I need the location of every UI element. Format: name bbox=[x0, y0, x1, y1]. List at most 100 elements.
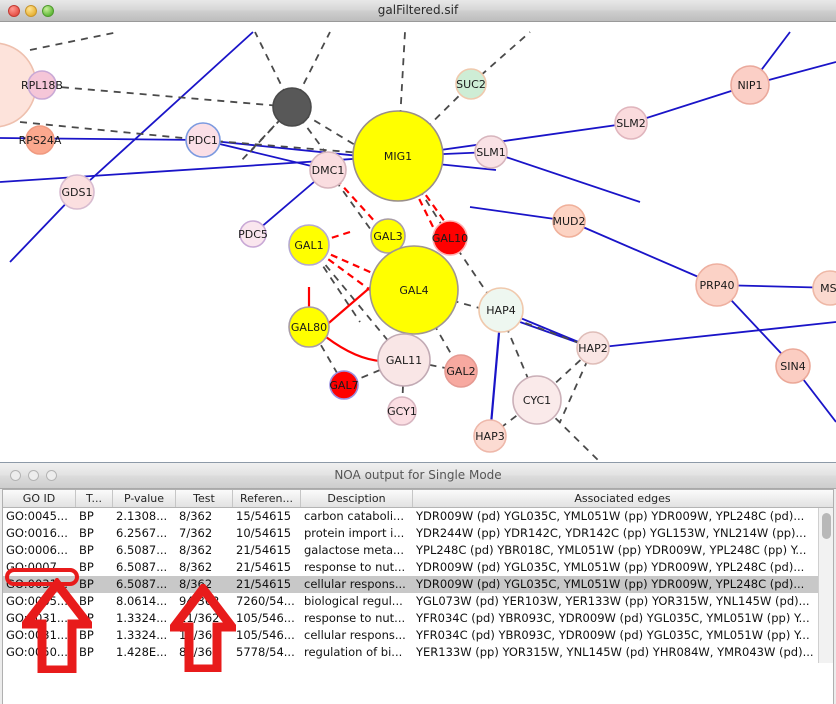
table-row[interactable]: GO:0031... BP 1.3324... 11/362 105/546... cel… bbox=[3, 627, 833, 644]
node-circle[interactable] bbox=[478, 287, 524, 333]
node-circle[interactable] bbox=[775, 348, 811, 384]
network-node-pdc1[interactable]: PDC1 bbox=[185, 122, 221, 158]
node-circle[interactable] bbox=[25, 125, 55, 155]
network-node-gal11[interactable]: GAL11 bbox=[377, 333, 431, 387]
minimize-window-button[interactable] bbox=[25, 5, 37, 17]
node-circle[interactable] bbox=[329, 370, 359, 400]
node-circle[interactable] bbox=[352, 110, 444, 202]
column-header-go_id[interactable]: GO ID bbox=[3, 490, 76, 507]
network-node-mud2[interactable]: MUD2 bbox=[552, 204, 586, 238]
table-row[interactable]: GO:0050... BP 1.428E... 80/362 5778/54... reg… bbox=[3, 644, 833, 661]
network-node-rpl18b[interactable]: RPL18B bbox=[21, 70, 63, 100]
node-circle[interactable] bbox=[474, 135, 508, 169]
network-node-pdc5[interactable]: PDC5 bbox=[238, 220, 268, 248]
network-node-suc2[interactable]: SUC2 bbox=[455, 68, 487, 100]
node-circle[interactable] bbox=[272, 87, 312, 127]
table-row[interactable]: GO:0065... BP 8.0614... 94/362 7260/54... bio… bbox=[3, 593, 833, 610]
node-circle[interactable] bbox=[512, 375, 562, 425]
network-edge bbox=[29, 31, 119, 51]
node-layer[interactable]: RPL18B RPS24A GDS1 PDC1 PDC5 DMC1 MIG1 SUC2 SLM1… bbox=[0, 42, 836, 453]
window-traffic-lights bbox=[8, 5, 54, 17]
node-label: GAL10 bbox=[432, 232, 468, 245]
node-circle[interactable] bbox=[432, 220, 468, 256]
dialog-title: NOA output for Single Mode bbox=[334, 468, 502, 482]
node-circle[interactable] bbox=[576, 331, 610, 365]
cell-edges: YFR034C (pd) YBR093C, YDR009W (pd) YGL03… bbox=[416, 611, 810, 625]
column-header-edges[interactable]: Associated edges bbox=[574, 492, 671, 505]
table-row[interactable]: GO:0016... BP 6.2567... 7/362 10/54615 protei… bbox=[3, 525, 833, 542]
network-node-hap2[interactable]: HAP2 bbox=[576, 331, 610, 365]
table-row[interactable]: GO:0045... BP 2.1308... 8/362 15/54615 carbon… bbox=[3, 508, 833, 525]
network-node[interactable] bbox=[272, 87, 312, 127]
node-circle[interactable] bbox=[185, 122, 221, 158]
node-label: NIP1 bbox=[737, 79, 762, 92]
network-node-gcy1[interactable]: GCY1 bbox=[387, 396, 417, 426]
node-circle[interactable] bbox=[455, 68, 487, 100]
results-table[interactable]: GO ID T... P-value Test Referen... Desciption… bbox=[2, 489, 834, 704]
network-node-gal10[interactable]: GAL10 bbox=[432, 220, 468, 256]
network-node-cyc1[interactable]: CYC1 bbox=[512, 375, 562, 425]
column-header-reference[interactable]: Referen... bbox=[233, 490, 301, 507]
column-header-pvalue[interactable]: P-value bbox=[113, 490, 176, 507]
node-circle[interactable] bbox=[370, 218, 406, 254]
network-node-gal1[interactable]: GAL1 bbox=[288, 224, 330, 266]
network-node-gal7[interactable]: GAL7 bbox=[329, 370, 359, 400]
cell-reference: 21/54615 bbox=[236, 543, 292, 557]
cell-type: BP bbox=[79, 645, 94, 659]
network-node-dmc1[interactable]: DMC1 bbox=[309, 151, 347, 189]
network-canvas[interactable]: RPL18B RPS24A GDS1 PDC1 PDC5 DMC1 MIG1 SUC2 SLM1… bbox=[0, 22, 836, 462]
cell-type: BP bbox=[79, 543, 94, 557]
node-circle[interactable] bbox=[444, 354, 478, 388]
table-row[interactable]: GO:0031... BP 6.5087... 8/362 21/54615 cellul… bbox=[3, 576, 833, 593]
network-graph[interactable]: RPL18B RPS24A GDS1 PDC1 PDC5 DMC1 MIG1 SUC2 SLM1… bbox=[0, 22, 836, 462]
node-circle[interactable] bbox=[730, 65, 770, 105]
node-circle[interactable] bbox=[614, 106, 648, 140]
network-node-nip1[interactable]: NIP1 bbox=[730, 65, 770, 105]
network-node-gal2[interactable]: GAL2 bbox=[444, 354, 478, 388]
cell-reference: 105/546... bbox=[236, 628, 295, 642]
network-node-hap3[interactable]: HAP3 bbox=[473, 419, 507, 453]
column-header-type[interactable]: T... bbox=[76, 490, 113, 507]
table-row[interactable]: GO:0006... BP 6.5087... 8/362 21/54615 galact… bbox=[3, 542, 833, 559]
table-body[interactable]: GO:0045... BP 2.1308... 8/362 15/54615 carbon… bbox=[3, 508, 833, 662]
node-circle[interactable] bbox=[377, 333, 431, 387]
node-circle[interactable] bbox=[473, 419, 507, 453]
network-node-sin4[interactable]: SIN4 bbox=[775, 348, 811, 384]
table-row[interactable]: GO:0007... BP 6.5087... 8/362 21/54615 respon… bbox=[3, 559, 833, 576]
node-circle[interactable] bbox=[239, 220, 267, 248]
network-node-gal80[interactable]: GAL80 bbox=[288, 306, 330, 348]
network-node-gal3[interactable]: GAL3 bbox=[370, 218, 406, 254]
node-circle[interactable] bbox=[288, 306, 330, 348]
network-node-gal4[interactable]: GAL4 bbox=[369, 245, 459, 335]
node-label: PDC1 bbox=[188, 134, 218, 147]
table-vertical-scrollbar[interactable] bbox=[818, 508, 833, 663]
node-circle[interactable] bbox=[695, 263, 739, 307]
node-circle[interactable] bbox=[387, 396, 417, 426]
node-circle[interactable] bbox=[309, 151, 347, 189]
network-node-prp40[interactable]: PRP40 bbox=[695, 263, 739, 307]
dialog-zoom-button[interactable] bbox=[46, 470, 57, 481]
network-node-gds1[interactable]: GDS1 bbox=[59, 174, 95, 210]
dialog-traffic-lights bbox=[10, 470, 57, 481]
node-label: MSI bbox=[820, 282, 836, 295]
network-node-mig1[interactable]: MIG1 bbox=[352, 110, 444, 202]
dialog-minimize-button[interactable] bbox=[28, 470, 39, 481]
column-header-description[interactable]: Desciption bbox=[301, 490, 413, 507]
node-circle[interactable] bbox=[27, 70, 57, 100]
network-node-msi[interactable]: MSI bbox=[812, 270, 836, 306]
close-window-button[interactable] bbox=[8, 5, 20, 17]
network-node-hap4[interactable]: HAP4 bbox=[478, 287, 524, 333]
zoom-window-button[interactable] bbox=[42, 5, 54, 17]
network-node-rps24a[interactable]: RPS24A bbox=[19, 125, 62, 155]
node-circle[interactable] bbox=[59, 174, 95, 210]
network-node-slm2[interactable]: SLM2 bbox=[614, 106, 648, 140]
dialog-close-button[interactable] bbox=[10, 470, 21, 481]
node-circle[interactable] bbox=[288, 224, 330, 266]
table-row[interactable]: GO:0031... BP 1.3324... 11/362 105/546... res… bbox=[3, 610, 833, 627]
column-header-test[interactable]: Test bbox=[176, 490, 233, 507]
node-circle[interactable] bbox=[369, 245, 459, 335]
scrollbar-thumb[interactable] bbox=[822, 513, 831, 539]
network-node-slm1[interactable]: SLM1 bbox=[474, 135, 508, 169]
node-circle[interactable] bbox=[812, 270, 836, 306]
node-circle[interactable] bbox=[552, 204, 586, 238]
